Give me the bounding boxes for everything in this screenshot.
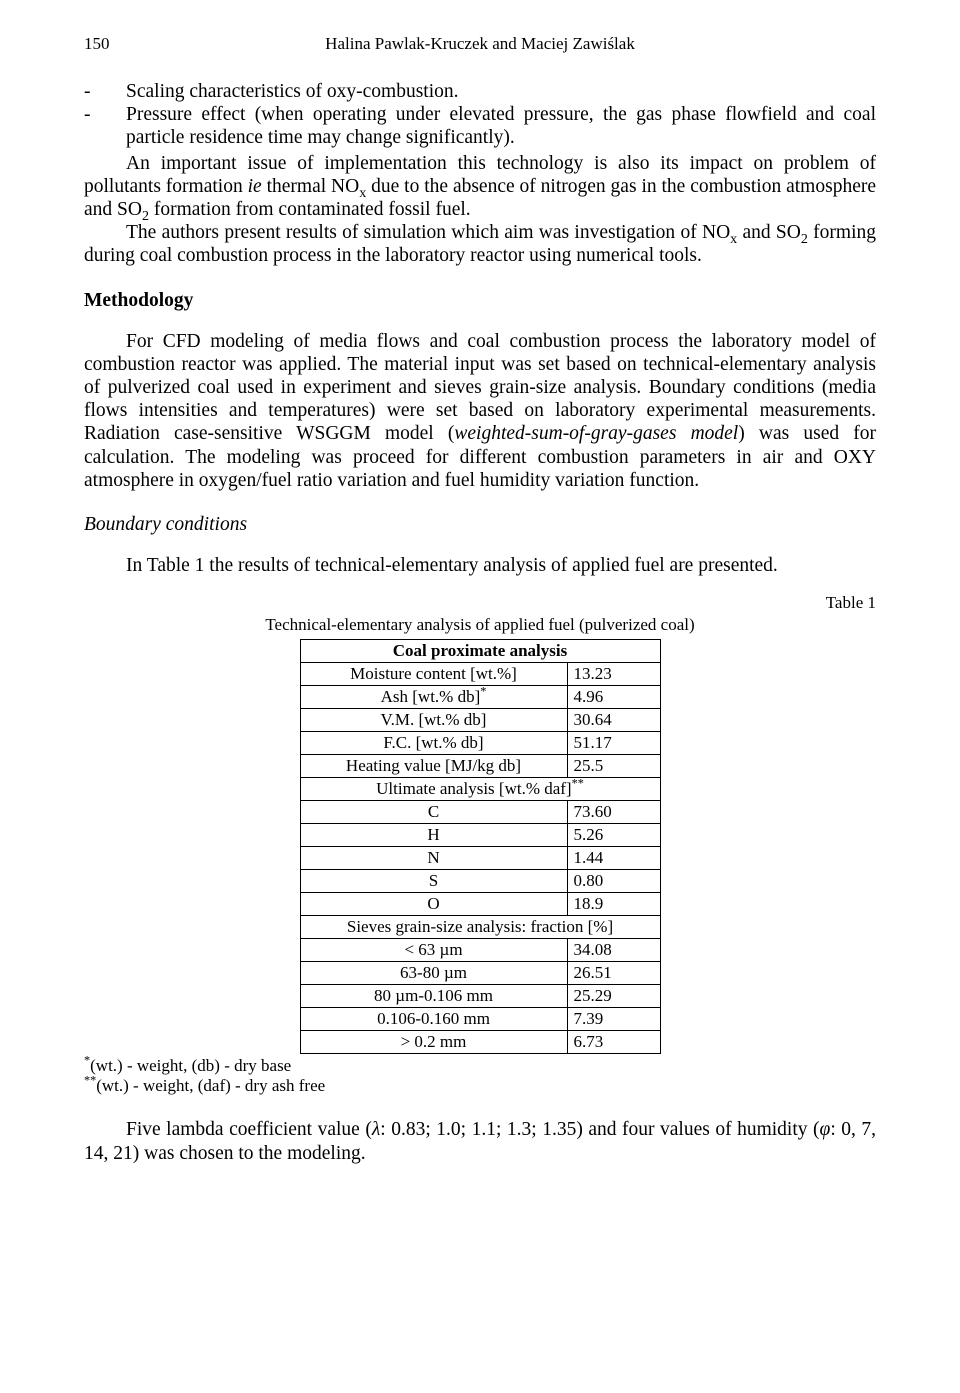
text-fragment: formation from contaminated fossil fuel. [149, 199, 471, 220]
cell-value: 25.5 [567, 755, 660, 778]
superscript-star: ** [572, 777, 584, 791]
intro-paragraph-2: The authors present results of simulatio… [84, 221, 876, 267]
table-caption: Technical-elementary analysis of applied… [84, 615, 876, 635]
cell-label: < 63 µm [300, 939, 567, 962]
text-fragment: The authors present results of simulatio… [126, 222, 730, 243]
table-row: O18.9 [300, 893, 660, 916]
text-fragment: thermal NO [262, 176, 360, 197]
bullet-text: Scaling characteristics of oxy-combustio… [126, 80, 876, 103]
table-row: Coal proximate analysis [300, 640, 660, 663]
cell-label: 0.106-0.160 mm [300, 1008, 567, 1031]
table-1-block: Table 1 Technical-elementary analysis of… [84, 593, 876, 1054]
heading-boundary-conditions: Boundary conditions [84, 514, 876, 536]
model-name: weighted-sum-of-gray-gases model [454, 423, 738, 444]
cell-value: 1.44 [567, 847, 660, 870]
bullet-list: - Scaling characteristics of oxy-combust… [84, 80, 876, 150]
text-fragment: (wt.) - weight, (daf) - dry ash free [96, 1076, 325, 1095]
table-row: H5.26 [300, 824, 660, 847]
bullet-marker: - [84, 80, 126, 103]
intro-paragraph-1: An important issue of implementation thi… [84, 152, 876, 222]
cell-value: 0.80 [567, 870, 660, 893]
table-header: Coal proximate analysis [300, 640, 660, 663]
table-row: C73.60 [300, 801, 660, 824]
table-row: Ash [wt.% db]*4.96 [300, 686, 660, 709]
table-row: N1.44 [300, 847, 660, 870]
table-row: 63-80 µm26.51 [300, 962, 660, 985]
boundary-paragraph: In Table 1 the results of technical-elem… [84, 554, 876, 577]
cell-label: V.M. [wt.% db] [300, 709, 567, 732]
bullet-item: - Pressure effect (when operating under … [84, 103, 876, 149]
table-row: 0.106-0.160 mm7.39 [300, 1008, 660, 1031]
running-header: 150 Halina Pawlak-Kruczek and Maciej Zaw… [84, 34, 876, 54]
page: 150 Halina Pawlak-Kruczek and Maciej Zaw… [0, 0, 960, 1393]
cell-value: 51.17 [567, 732, 660, 755]
table-label: Table 1 [84, 593, 876, 613]
subscript-2: 2 [801, 231, 808, 247]
cell-label: H [300, 824, 567, 847]
analysis-table: Coal proximate analysis Moisture content… [300, 639, 661, 1054]
cell-value: 73.60 [567, 801, 660, 824]
table-section: Ultimate analysis [wt.% daf]** [300, 778, 660, 801]
cell-value: 18.9 [567, 893, 660, 916]
cell-label: > 0.2 mm [300, 1031, 567, 1054]
table-section: Sieves grain-size analysis: fraction [%] [300, 916, 660, 939]
cell-value: 26.51 [567, 962, 660, 985]
bullet-marker: - [84, 103, 126, 149]
table-row: > 0.2 mm6.73 [300, 1031, 660, 1054]
cell-label: F.C. [wt.% db] [300, 732, 567, 755]
cell-label: N [300, 847, 567, 870]
text-fragment: and SO [737, 222, 801, 243]
cell-value: 25.29 [567, 985, 660, 1008]
footnotes: *(wt.) - weight, (db) - dry base **(wt.)… [84, 1056, 876, 1096]
cell-label: Moisture content [wt.%] [300, 663, 567, 686]
table-row: < 63 µm34.08 [300, 939, 660, 962]
text-fragment: Ultimate analysis [wt.% daf] [376, 779, 571, 798]
cell-label: S [300, 870, 567, 893]
table-row: F.C. [wt.% db]51.17 [300, 732, 660, 755]
header-authors: Halina Pawlak-Kruczek and Maciej Zawiśla… [144, 34, 876, 54]
bullet-item: - Scaling characteristics of oxy-combust… [84, 80, 876, 103]
cell-value: 34.08 [567, 939, 660, 962]
heading-methodology: Methodology [84, 290, 876, 312]
text-fragment: : 0.83; 1.0; 1.1; 1.3; 1.35) and four va… [380, 1119, 819, 1140]
table-row: V.M. [wt.% db]30.64 [300, 709, 660, 732]
cell-label: O [300, 893, 567, 916]
cell-value: 30.64 [567, 709, 660, 732]
text-fragment: (wt.) - weight, (db) - dry base [90, 1056, 291, 1075]
cell-label: 63-80 µm [300, 962, 567, 985]
text-fragment: Ash [wt.% db] [381, 687, 481, 706]
cell-label: Ash [wt.% db]* [300, 686, 567, 709]
cell-value: 4.96 [567, 686, 660, 709]
cell-value: 13.23 [567, 663, 660, 686]
italic-ie: ie [248, 176, 262, 197]
closing-paragraph: Five lambda coefficient value (λ: 0.83; … [84, 1118, 876, 1164]
table-row: Moisture content [wt.%]13.23 [300, 663, 660, 686]
methodology-paragraph: For CFD modeling of media flows and coal… [84, 330, 876, 492]
phi-symbol: φ [820, 1119, 831, 1140]
footnote: *(wt.) - weight, (db) - dry base [84, 1056, 876, 1076]
text-fragment: Five lambda coefficient value ( [126, 1119, 372, 1140]
table-row: Ultimate analysis [wt.% daf]** [300, 778, 660, 801]
cell-value: 5.26 [567, 824, 660, 847]
footnote: **(wt.) - weight, (daf) - dry ash free [84, 1076, 876, 1096]
cell-label: C [300, 801, 567, 824]
cell-value: 6.73 [567, 1031, 660, 1054]
cell-label: Heating value [MJ/kg db] [300, 755, 567, 778]
cell-label: 80 µm-0.106 mm [300, 985, 567, 1008]
table-row: Heating value [MJ/kg db]25.5 [300, 755, 660, 778]
page-number: 150 [84, 34, 144, 54]
bullet-text: Pressure effect (when operating under el… [126, 103, 876, 149]
cell-value: 7.39 [567, 1008, 660, 1031]
table-row: S0.80 [300, 870, 660, 893]
superscript-star: * [480, 685, 486, 699]
table-row: 80 µm-0.106 mm25.29 [300, 985, 660, 1008]
superscript-star: ** [84, 1074, 96, 1088]
table-row: Sieves grain-size analysis: fraction [%] [300, 916, 660, 939]
